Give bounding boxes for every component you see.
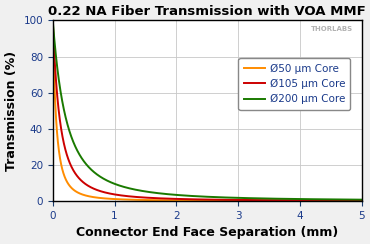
X-axis label: Connector End Face Separation (mm): Connector End Face Separation (mm): [76, 226, 339, 239]
Line: Ø105 μm Core: Ø105 μm Core: [53, 20, 362, 201]
Ø105 μm Core: [199, 198, 204, 201]
Ø50 μm Core: [112, 198, 117, 201]
Ø105 μm Core: [174, 197, 178, 200]
Ø50 μm Core: [51, 19, 55, 22]
Ø200 μm Core: [238, 196, 242, 199]
Ø50 μm Core: [360, 199, 364, 202]
Ø50 μm Core: [199, 199, 204, 202]
Text: THORLABS: THORLABS: [310, 26, 353, 32]
Ø200 μm Core: [360, 198, 364, 201]
Ø105 μm Core: [51, 19, 55, 22]
Ø200 μm Core: [346, 198, 350, 201]
Ø200 μm Core: [153, 191, 157, 194]
Title: 0.22 NA Fiber Transmission with VOA MMF: 0.22 NA Fiber Transmission with VOA MMF: [48, 5, 366, 18]
Ø50 μm Core: [153, 199, 157, 202]
Ø105 μm Core: [360, 199, 364, 202]
Ø105 μm Core: [346, 199, 350, 202]
Ø105 μm Core: [112, 193, 117, 196]
Y-axis label: Transmission (%): Transmission (%): [5, 51, 18, 171]
Line: Ø50 μm Core: Ø50 μm Core: [53, 20, 362, 201]
Ø200 μm Core: [199, 195, 204, 198]
Line: Ø200 μm Core: Ø200 μm Core: [53, 20, 362, 200]
Ø200 μm Core: [174, 193, 178, 196]
Ø200 μm Core: [112, 182, 117, 185]
Ø50 μm Core: [174, 199, 178, 202]
Ø50 μm Core: [346, 199, 350, 202]
Ø105 μm Core: [153, 197, 157, 200]
Legend: Ø50 μm Core, Ø105 μm Core, Ø200 μm Core: Ø50 μm Core, Ø105 μm Core, Ø200 μm Core: [239, 58, 350, 110]
Ø105 μm Core: [238, 198, 242, 201]
Ø200 μm Core: [51, 19, 55, 22]
Ø50 μm Core: [238, 199, 242, 202]
